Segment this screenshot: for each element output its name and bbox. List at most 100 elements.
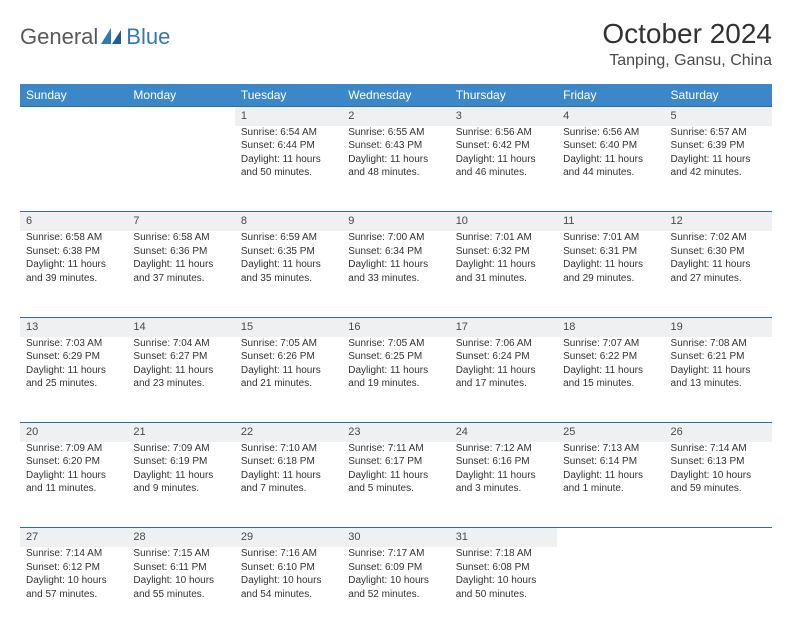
sunset-text: Sunset: 6:34 PM [348,245,443,259]
day-number: 17 [450,317,557,336]
day-details: Sunrise: 6:58 AMSunset: 6:38 PMDaylight:… [20,231,127,317]
day-detail-row: Sunrise: 7:09 AMSunset: 6:20 PMDaylight:… [20,442,772,528]
sunrise-text: Sunrise: 6:58 AM [133,231,228,245]
daylight-text-1: Daylight: 11 hours [241,364,336,378]
sunrise-text: Sunrise: 6:58 AM [26,231,121,245]
day-number: 24 [450,423,557,442]
day-details: Sunrise: 7:01 AMSunset: 6:31 PMDaylight:… [557,231,664,317]
weekday-header: Tuesday [235,84,342,107]
day-number-row: 6789101112 [20,212,772,231]
daylight-text-1: Daylight: 11 hours [133,364,228,378]
sunset-text: Sunset: 6:10 PM [241,561,336,575]
sunset-text: Sunset: 6:19 PM [133,455,228,469]
day-number: 22 [235,423,342,442]
day-number: 4 [557,107,664,126]
sunset-text: Sunset: 6:38 PM [26,245,121,259]
weekday-header: Friday [557,84,664,107]
empty-cell [665,528,772,547]
sunset-text: Sunset: 6:08 PM [456,561,551,575]
day-number: 11 [557,212,664,231]
empty-cell [557,547,664,633]
daylight-text-2: and 1 minute. [563,482,658,496]
brand-logo: General Blue [20,18,170,50]
sunrise-text: Sunrise: 7:01 AM [563,231,658,245]
day-details: Sunrise: 7:03 AMSunset: 6:29 PMDaylight:… [20,337,127,423]
sunrise-text: Sunrise: 6:57 AM [671,126,766,140]
daylight-text-1: Daylight: 11 hours [671,364,766,378]
weekday-header: Wednesday [342,84,449,107]
daylight-text-1: Daylight: 11 hours [348,469,443,483]
sunrise-text: Sunrise: 7:03 AM [26,337,121,351]
daylight-text-2: and 35 minutes. [241,272,336,286]
sunset-text: Sunset: 6:18 PM [241,455,336,469]
day-details: Sunrise: 7:17 AMSunset: 6:09 PMDaylight:… [342,547,449,633]
sunrise-text: Sunrise: 7:11 AM [348,442,443,456]
daylight-text-2: and 27 minutes. [671,272,766,286]
day-number: 29 [235,528,342,547]
day-number: 2 [342,107,449,126]
daylight-text-1: Daylight: 11 hours [456,469,551,483]
daylight-text-2: and 46 minutes. [456,166,551,180]
brand-text-general: General [20,24,98,50]
brand-text-blue: Blue [126,24,170,50]
day-number: 12 [665,212,772,231]
daylight-text-1: Daylight: 11 hours [563,364,658,378]
day-number: 6 [20,212,127,231]
daylight-text-2: and 17 minutes. [456,377,551,391]
sunset-text: Sunset: 6:26 PM [241,350,336,364]
sunrise-text: Sunrise: 7:09 AM [133,442,228,456]
daylight-text-2: and 13 minutes. [671,377,766,391]
sunrise-text: Sunrise: 7:09 AM [26,442,121,456]
day-details: Sunrise: 6:57 AMSunset: 6:39 PMDaylight:… [665,126,772,212]
day-number: 1 [235,107,342,126]
sunrise-text: Sunrise: 7:00 AM [348,231,443,245]
daylight-text-2: and 29 minutes. [563,272,658,286]
sunset-text: Sunset: 6:29 PM [26,350,121,364]
header-bar: General Blue October 2024 Tanping, Gansu… [20,18,772,70]
day-details: Sunrise: 7:07 AMSunset: 6:22 PMDaylight:… [557,337,664,423]
day-number: 15 [235,317,342,336]
daylight-text-2: and 59 minutes. [671,482,766,496]
sunset-text: Sunset: 6:21 PM [671,350,766,364]
day-detail-row: Sunrise: 6:54 AMSunset: 6:44 PMDaylight:… [20,126,772,212]
day-details: Sunrise: 7:13 AMSunset: 6:14 PMDaylight:… [557,442,664,528]
sunrise-text: Sunrise: 7:18 AM [456,547,551,561]
weekday-header: Saturday [665,84,772,107]
day-details: Sunrise: 6:55 AMSunset: 6:43 PMDaylight:… [342,126,449,212]
weekday-header: Thursday [450,84,557,107]
day-details: Sunrise: 7:18 AMSunset: 6:08 PMDaylight:… [450,547,557,633]
daylight-text-2: and 23 minutes. [133,377,228,391]
day-details: Sunrise: 7:02 AMSunset: 6:30 PMDaylight:… [665,231,772,317]
daylight-text-1: Daylight: 11 hours [348,258,443,272]
sunset-text: Sunset: 6:16 PM [456,455,551,469]
brand-sail-icon [101,28,123,46]
day-number: 3 [450,107,557,126]
daylight-text-1: Daylight: 11 hours [456,258,551,272]
day-number: 8 [235,212,342,231]
daylight-text-1: Daylight: 11 hours [671,153,766,167]
daylight-text-1: Daylight: 10 hours [348,574,443,588]
sunset-text: Sunset: 6:30 PM [671,245,766,259]
day-details: Sunrise: 7:16 AMSunset: 6:10 PMDaylight:… [235,547,342,633]
sunrise-text: Sunrise: 7:06 AM [456,337,551,351]
empty-cell [127,126,234,212]
day-details: Sunrise: 7:10 AMSunset: 6:18 PMDaylight:… [235,442,342,528]
day-details: Sunrise: 7:01 AMSunset: 6:32 PMDaylight:… [450,231,557,317]
daylight-text-2: and 42 minutes. [671,166,766,180]
day-number: 18 [557,317,664,336]
day-details: Sunrise: 7:04 AMSunset: 6:27 PMDaylight:… [127,337,234,423]
day-number: 13 [20,317,127,336]
day-detail-row: Sunrise: 7:14 AMSunset: 6:12 PMDaylight:… [20,547,772,633]
sunset-text: Sunset: 6:42 PM [456,139,551,153]
daylight-text-2: and 9 minutes. [133,482,228,496]
daylight-text-1: Daylight: 11 hours [563,153,658,167]
daylight-text-2: and 39 minutes. [26,272,121,286]
daylight-text-1: Daylight: 10 hours [671,469,766,483]
day-number: 25 [557,423,664,442]
location-subtitle: Tanping, Gansu, China [602,52,772,70]
sunrise-text: Sunrise: 7:04 AM [133,337,228,351]
sunrise-text: Sunrise: 6:59 AM [241,231,336,245]
day-details: Sunrise: 6:59 AMSunset: 6:35 PMDaylight:… [235,231,342,317]
empty-cell [20,126,127,212]
daylight-text-1: Daylight: 11 hours [241,469,336,483]
